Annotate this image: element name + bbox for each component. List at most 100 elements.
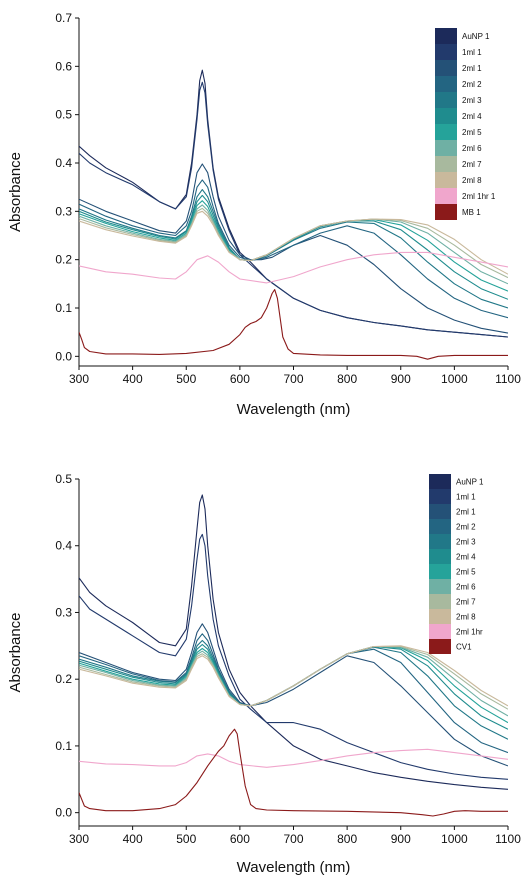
legend-label: 2ml 2 [456, 523, 476, 532]
legend-swatch [435, 108, 457, 124]
legend-label: MB 1 [462, 208, 481, 217]
series-line-1 [79, 494, 508, 790]
legend: AuNP 1 1ml 1 2ml 1 2ml 2 2ml 3 2ml 4 2ml 5 2ml … [435, 28, 496, 220]
legend-swatch [435, 188, 457, 204]
y-tick-label: 0.2 [55, 672, 72, 686]
legend-swatch [429, 534, 451, 549]
legend-swatch [429, 609, 451, 624]
series-line-3 [79, 623, 508, 767]
x-axis-label: Wavelength (nm) [237, 859, 351, 876]
legend-label: 2ml 6 [462, 144, 482, 153]
legend-label: 2ml 1hr 1 [462, 192, 496, 201]
x-tick-label: 800 [337, 832, 357, 846]
x-tick-label: 1100 [495, 832, 521, 846]
legend-swatch [435, 92, 457, 108]
y-tick-label: 0.3 [55, 605, 72, 619]
legend-label: 2ml 7 [456, 598, 476, 607]
legend-swatch [429, 489, 451, 504]
legend-swatch [435, 172, 457, 188]
legend-swatch [429, 519, 451, 534]
legend-swatch [435, 204, 457, 220]
series-line-11 [79, 251, 508, 284]
y-tick-label: 0.1 [55, 301, 72, 315]
legend-swatch [429, 549, 451, 564]
x-tick-label: 500 [176, 372, 196, 386]
legend-swatch [435, 60, 457, 76]
legend-label: 2ml 3 [456, 538, 476, 547]
legend-label: 2ml 4 [456, 553, 476, 562]
legend-swatch [435, 76, 457, 92]
x-tick-label: 800 [337, 372, 357, 386]
x-tick-label: 700 [283, 832, 303, 846]
legend: AuNP 1 1ml 1 2ml 1 2ml 2 2ml 3 2ml 4 2ml 5 2ml … [429, 474, 484, 654]
y-axis-label: Absorbance [7, 152, 24, 232]
series-line-10 [79, 210, 508, 275]
legend-swatch [429, 504, 451, 519]
series-line-4 [79, 179, 508, 319]
legend-label: 2ml 8 [462, 176, 482, 185]
legend-label: 2ml 4 [462, 112, 482, 121]
legend-label: 2ml 5 [462, 128, 482, 137]
legend-label: CV1 [456, 643, 472, 652]
x-tick-label: 300 [69, 372, 89, 386]
chart-2: 300 400 500 600 700 800 900 1000 1100 0.0 0.1 0.2 0.… [7, 472, 521, 876]
legend-label: 1ml 1 [462, 48, 482, 57]
legend-swatch [435, 44, 457, 60]
y-tick-label: 0.7 [55, 11, 72, 25]
x-tick-label: 700 [283, 372, 303, 386]
legend-label: 2ml 7 [462, 160, 482, 169]
legend-swatch [429, 594, 451, 609]
y-tick-label: 0.0 [55, 806, 72, 820]
series-line-3 [79, 163, 508, 334]
legend-swatch [429, 579, 451, 594]
y-tick-label: 0.3 [55, 204, 72, 218]
x-tick-label: 600 [230, 372, 250, 386]
y-tick-label: 0.5 [55, 108, 72, 122]
x-axis-label: Wavelength (nm) [237, 401, 351, 418]
series-line-10 [79, 645, 508, 707]
legend-swatch [429, 564, 451, 579]
y-tick-label: 0.4 [55, 156, 72, 170]
legend-label: 1ml 1 [456, 493, 476, 502]
series-line-5 [79, 639, 508, 740]
x-tick-label: 1100 [495, 372, 521, 386]
y-tick-label: 0.1 [55, 739, 72, 753]
series-line-12 [79, 728, 508, 817]
x-tick-label: 500 [176, 832, 196, 846]
legend-swatch [435, 140, 457, 156]
y-tick-label: 0.4 [55, 539, 72, 553]
legend-label: 2ml 8 [456, 613, 476, 622]
series-line-6 [79, 643, 508, 730]
series-line-2 [79, 81, 508, 338]
y-tick-label: 0.0 [55, 349, 72, 363]
series-line-6 [79, 194, 508, 300]
legend-label: 2ml 1hr [456, 628, 483, 637]
x-tick-label: 400 [123, 832, 143, 846]
series-line-2 [79, 533, 508, 780]
x-tick-label: 1000 [441, 372, 468, 386]
legend-label: 2ml 5 [456, 568, 476, 577]
legend-label: AuNP 1 [456, 478, 484, 487]
legend-swatch [435, 156, 457, 172]
y-axis-label: Absorbance [7, 612, 24, 692]
legend-swatch [429, 639, 451, 654]
x-tick-label: 900 [391, 372, 411, 386]
legend-swatch [429, 624, 451, 639]
y-tick-label: 0.6 [55, 59, 72, 73]
x-tick-label: 300 [69, 832, 89, 846]
legend-label: 2ml 2 [462, 80, 482, 89]
series-line-12 [79, 289, 508, 360]
series-line-11 [79, 748, 508, 768]
legend-swatch [435, 124, 457, 140]
legend-label: 2ml 1 [462, 64, 482, 73]
y-tick-label: 0.5 [55, 472, 72, 486]
x-tick-label: 400 [123, 372, 143, 386]
legend-swatch [429, 474, 451, 489]
y-tick-label: 0.2 [55, 253, 72, 267]
legend-label: 2ml 3 [462, 96, 482, 105]
x-tick-label: 1000 [441, 832, 468, 846]
chart-1: 300 400 500 600 700 800 900 1000 1100 0.0 0.1 0.2 0.… [7, 11, 521, 418]
legend-label: AuNP 1 [462, 32, 490, 41]
